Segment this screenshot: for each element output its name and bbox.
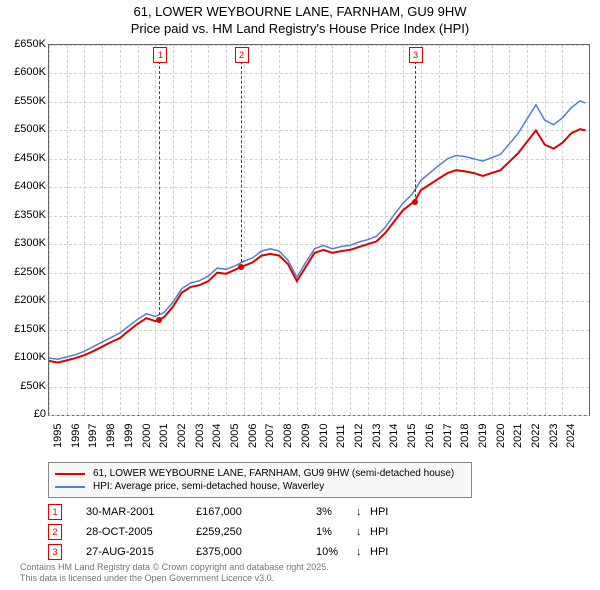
series-line-red [49, 129, 586, 362]
sales-pct: 1% [316, 526, 356, 538]
legend-label: 61, LOWER WEYBOURNE LANE, FARNHAM, GU9 9… [93, 468, 454, 479]
x-axis-label: 1998 [105, 424, 117, 448]
footnote: Contains HM Land Registry data © Crown c… [20, 562, 329, 584]
sales-date: 27-AUG-2015 [86, 546, 196, 558]
down-arrow-icon: ↓ [356, 546, 370, 558]
plot-area: 1 2 3 [48, 44, 590, 416]
footnote-line2: This data is licensed under the Open Gov… [20, 573, 329, 584]
x-axis-label: 2009 [300, 424, 312, 448]
down-arrow-icon: ↓ [356, 506, 370, 518]
x-axis-label: 2020 [495, 424, 507, 448]
series-line-blue [49, 101, 586, 359]
x-axis-label: 2001 [158, 424, 170, 448]
y-axis-label: £650K [14, 38, 46, 50]
x-axis-label: 2002 [176, 424, 188, 448]
x-axis-label: 1997 [87, 424, 99, 448]
x-axis-label: 2019 [477, 424, 489, 448]
sales-date: 28-OCT-2005 [86, 526, 196, 538]
x-axis-label: 2018 [459, 424, 471, 448]
x-axis-label: 2010 [318, 424, 330, 448]
x-axis-label: 1999 [123, 424, 135, 448]
sales-num-box: 2 [48, 524, 62, 540]
sales-price: £375,000 [196, 546, 316, 558]
sale-marker-dot [156, 317, 162, 323]
y-axis-label: £50K [20, 380, 46, 392]
sales-date: 30-MAR-2001 [86, 506, 196, 518]
footnote-line1: Contains HM Land Registry data © Crown c… [20, 562, 329, 573]
x-axis-label: 2022 [530, 424, 542, 448]
y-axis-label: £450K [14, 152, 46, 164]
legend-row: 61, LOWER WEYBOURNE LANE, FARNHAM, GU9 9… [55, 468, 465, 479]
sales-price: £259,250 [196, 526, 316, 538]
sale-marker-dot [412, 199, 418, 205]
x-axis-label: 1995 [52, 424, 64, 448]
x-axis-label: 1996 [70, 424, 82, 448]
chart-title-line1: 61, LOWER WEYBOURNE LANE, FARNHAM, GU9 9… [0, 0, 600, 21]
x-axis-label: 2024 [565, 424, 577, 448]
legend-swatch [55, 473, 85, 475]
x-axis-label: 2008 [282, 424, 294, 448]
chart-container: 61, LOWER WEYBOURNE LANE, FARNHAM, GU9 9… [0, 0, 600, 590]
x-axis-label: 2003 [194, 424, 206, 448]
y-axis-label: £400K [14, 180, 46, 192]
sales-hpi-label: HPI [370, 526, 400, 538]
x-axis-label: 2017 [442, 424, 454, 448]
y-axis-label: £600K [14, 66, 46, 78]
sales-num-box: 3 [48, 544, 62, 560]
x-axis-label: 2000 [141, 424, 153, 448]
gridline-horizontal [49, 415, 589, 416]
sale-marker-line [415, 61, 416, 202]
sale-marker-box: 3 [409, 47, 423, 63]
sales-num-box: 1 [48, 504, 62, 520]
x-axis-label: 2021 [512, 424, 524, 448]
sale-marker-dot [238, 264, 244, 270]
x-axis-label: 2023 [548, 424, 560, 448]
sales-pct: 3% [316, 506, 356, 518]
sales-row: 2 28-OCT-2005£259,2501%↓HPI [48, 524, 400, 540]
sale-marker-line [159, 61, 160, 320]
chart-title-line2: Price paid vs. HM Land Registry's House … [0, 21, 600, 36]
x-axis-label: 2012 [353, 424, 365, 448]
y-axis-label: £500K [14, 123, 46, 135]
sales-pct: 10% [316, 546, 356, 558]
sales-row: 3 27-AUG-2015£375,00010%↓HPI [48, 544, 400, 560]
chart-svg [49, 45, 589, 415]
sale-marker-box: 2 [235, 47, 249, 63]
y-axis-label: £350K [14, 209, 46, 221]
y-axis-label: £550K [14, 95, 46, 107]
x-axis-label: 2014 [388, 424, 400, 448]
x-axis-label: 2015 [406, 424, 418, 448]
sale-marker-box: 1 [153, 47, 167, 63]
down-arrow-icon: ↓ [356, 526, 370, 538]
sales-price: £167,000 [196, 506, 316, 518]
x-axis-label: 2016 [424, 424, 436, 448]
legend-label: HPI: Average price, semi-detached house,… [93, 481, 324, 492]
x-axis-label: 2013 [371, 424, 383, 448]
y-axis-label: £100K [14, 351, 46, 363]
legend-swatch [55, 486, 85, 488]
legend-box: 61, LOWER WEYBOURNE LANE, FARNHAM, GU9 9… [48, 462, 472, 498]
sales-hpi-label: HPI [370, 506, 400, 518]
x-axis-label: 2011 [335, 424, 347, 448]
sales-row: 1 30-MAR-2001£167,0003%↓HPI [48, 504, 400, 520]
sale-marker-line [241, 61, 242, 267]
sales-table: 130-MAR-2001£167,0003%↓HPI228-OCT-2005£2… [48, 500, 400, 564]
y-axis-label: £200K [14, 294, 46, 306]
y-axis-label: £0 [34, 408, 46, 420]
legend-row: HPI: Average price, semi-detached house,… [55, 481, 465, 492]
y-axis-label: £150K [14, 323, 46, 335]
y-axis-label: £300K [14, 237, 46, 249]
x-axis-label: 2007 [264, 424, 276, 448]
sales-hpi-label: HPI [370, 546, 400, 558]
x-axis-label: 2004 [211, 424, 223, 448]
y-axis-label: £250K [14, 266, 46, 278]
x-axis-label: 2006 [247, 424, 259, 448]
x-axis-label: 2005 [229, 424, 241, 448]
